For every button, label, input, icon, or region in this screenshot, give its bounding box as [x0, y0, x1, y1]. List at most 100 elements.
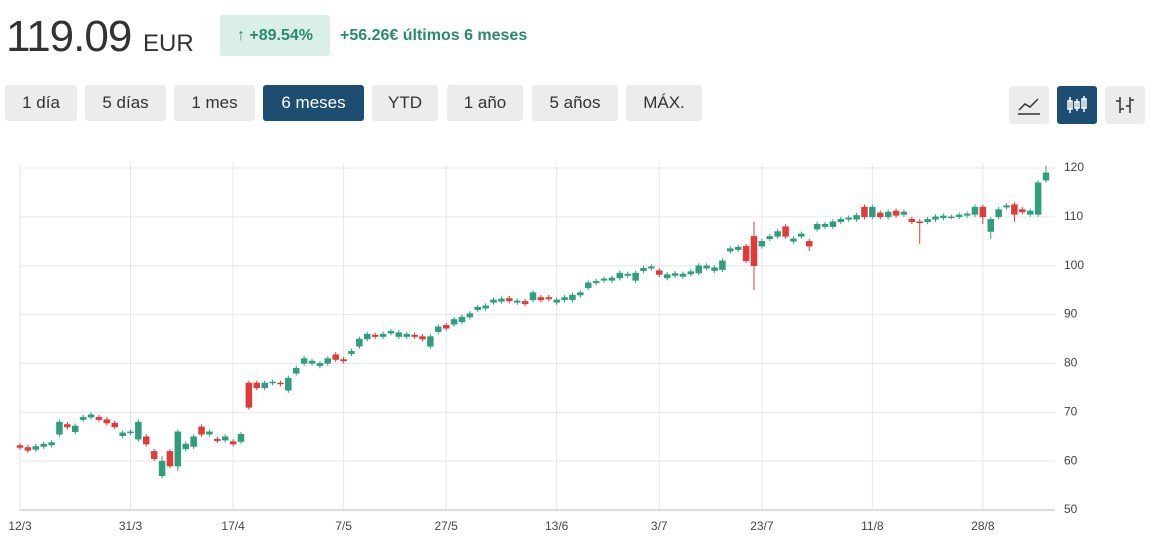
candle-chart-button[interactable] — [1057, 86, 1097, 124]
candle-body — [592, 281, 600, 284]
range-button[interactable]: 1 día — [5, 85, 77, 121]
candle-body — [435, 326, 442, 332]
candle-body — [285, 377, 292, 391]
candle-body — [940, 215, 947, 219]
x-tick-label: 13/6 — [545, 519, 569, 533]
range-button[interactable]: 1 mes — [174, 85, 255, 121]
candle-body — [135, 421, 142, 440]
range-button[interactable]: MÁX. — [626, 85, 702, 121]
candle-body — [537, 297, 545, 301]
candle-body — [300, 358, 308, 364]
range-button[interactable]: 6 meses — [263, 85, 364, 121]
range-button[interactable]: 5 años — [532, 85, 618, 121]
icon — [1018, 98, 1040, 115]
candle-body — [103, 419, 111, 424]
candle-body — [742, 245, 750, 262]
candle-body — [16, 445, 24, 448]
candle-body — [608, 277, 616, 281]
y-tick-label: 60 — [1064, 453, 1078, 467]
candle-body — [845, 217, 852, 220]
candle-body — [584, 282, 592, 288]
currency: EUR — [143, 30, 194, 57]
candle-body — [56, 421, 63, 435]
candle-body — [419, 336, 426, 340]
y-tick-label: 110 — [1064, 209, 1083, 223]
candle-body — [892, 210, 900, 216]
ohlc-chart-button[interactable] — [1105, 86, 1145, 124]
candle-body — [316, 363, 324, 367]
candle-body — [750, 236, 758, 266]
candle-body — [253, 382, 261, 389]
candle-body — [711, 267, 718, 271]
candle-body — [111, 422, 118, 428]
candle-body — [529, 292, 537, 301]
candle-body — [24, 447, 32, 451]
candle-body — [1026, 210, 1034, 215]
candle-body — [861, 206, 868, 218]
x-tick-label: 3/7 — [651, 519, 668, 533]
candle-body — [127, 431, 134, 434]
y-tick-label: 120 — [1064, 160, 1084, 174]
range-button[interactable]: 1 año — [447, 85, 523, 121]
candle-body — [656, 270, 663, 275]
candle-body — [553, 299, 560, 303]
candle-body — [411, 334, 418, 337]
candle-body — [932, 216, 939, 220]
candle-body — [340, 359, 347, 362]
candle-body — [695, 265, 702, 274]
candle-body — [237, 434, 245, 442]
candle-body — [782, 226, 789, 237]
candle-body — [948, 216, 955, 219]
range-button[interactable]: YTD — [372, 85, 438, 121]
candle-body — [679, 273, 687, 277]
candle-body — [79, 416, 87, 420]
candle-body — [908, 219, 916, 222]
y-tick-label: 100 — [1064, 258, 1084, 272]
candle-body — [1019, 209, 1026, 213]
candle-body — [442, 325, 450, 329]
candle-body — [427, 336, 434, 347]
candle-body — [332, 354, 339, 360]
candle-body — [221, 436, 229, 441]
candle-body — [727, 248, 734, 252]
candle-body — [963, 213, 971, 216]
change-badge: ↑ +89.54% — [220, 15, 330, 56]
candle-body — [48, 442, 55, 446]
candle-body — [884, 211, 892, 218]
candle-body — [182, 443, 189, 450]
candle-body — [671, 273, 679, 276]
candle-body — [308, 360, 316, 364]
candle-body — [261, 382, 268, 389]
candle-body — [813, 223, 821, 230]
candle-body — [71, 425, 79, 433]
y-tick-label: 70 — [1064, 404, 1078, 418]
candle-body — [663, 274, 671, 279]
candle-body — [703, 265, 710, 269]
icon — [1116, 97, 1134, 113]
candle-body — [600, 278, 608, 281]
candle-body — [150, 451, 158, 459]
candle-body — [371, 334, 379, 337]
candle-body — [1011, 204, 1018, 215]
candle-body — [490, 299, 497, 303]
y-tick-label: 80 — [1064, 356, 1078, 370]
x-tick-label: 7/5 — [335, 519, 352, 533]
range-button[interactable]: 5 días — [85, 85, 166, 121]
candle-body — [734, 246, 742, 250]
candle-body — [356, 338, 363, 347]
candle-body — [648, 266, 655, 269]
candle-body — [924, 219, 931, 222]
candle-body — [190, 436, 197, 447]
candle-body — [498, 298, 505, 302]
candle-body — [616, 272, 624, 279]
candle-body — [214, 438, 221, 441]
y-tick-label: 90 — [1064, 307, 1078, 321]
line-chart-button[interactable] — [1009, 86, 1049, 124]
candle-body — [364, 333, 371, 340]
candle-body — [869, 206, 876, 218]
candle-body — [379, 333, 387, 337]
x-tick-label: 28/8 — [971, 519, 995, 533]
candle-body — [245, 382, 253, 408]
candle-body — [719, 260, 726, 270]
